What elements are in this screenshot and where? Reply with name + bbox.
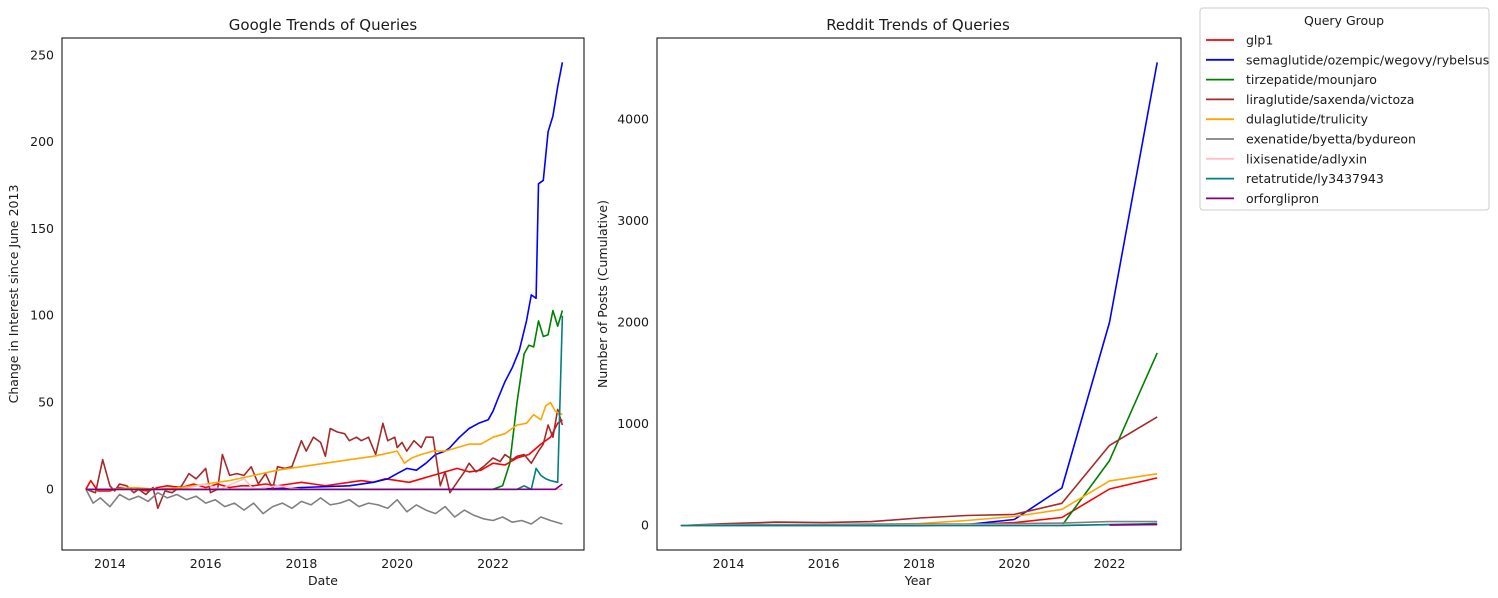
legend-label: semaglutide/ozempic/wegovy/rybelsus (1246, 52, 1489, 67)
legend-item-semaglutide-ozempic-wegovy-rybelsus: semaglutide/ozempic/wegovy/rybelsus (1206, 52, 1489, 67)
legend-box (1199, 7, 1490, 211)
google-series-dulaglutide-trulicity (85, 401, 563, 491)
reddit-x-axis-label: Year (904, 573, 932, 588)
legend-label: liraglutide/saxenda/victoza (1246, 92, 1414, 107)
legend-label: tirzepatide/mounjaro (1246, 72, 1377, 87)
google-x-tick-label: 2020 (381, 556, 413, 571)
google-x-tick-label: 2022 (477, 556, 509, 571)
google-plot-frame (61, 37, 585, 551)
google-y-tick-label: 150 (30, 221, 54, 236)
legend: Query Group glp1 semaglutide/ozempic/wego… (1199, 7, 1490, 211)
reddit-y-ticks: 0 1000 2000 3000 4000 (617, 111, 649, 532)
legend-label: glp1 (1246, 33, 1273, 48)
google-y-axis-label: Change in Interest since June 2013 (6, 185, 21, 404)
legend-items: glp1 semaglutide/ozempic/wegovy/rybelsus t… (1206, 33, 1489, 206)
google-y-tick-label: 50 (38, 395, 54, 410)
google-x-ticks: 2014 2016 2018 2020 2022 (94, 556, 509, 571)
reddit-series-orforglipron (1109, 523, 1158, 526)
reddit-series-lines (680, 62, 1158, 527)
google-x-tick-label: 2014 (94, 556, 126, 571)
reddit-x-ticks: 2014 2016 2018 2020 2022 (713, 556, 1126, 571)
reddit-series-tirzepatide-mounjaro (1061, 352, 1158, 527)
google-trends-chart: Google Trends of Queries 2014 2016 2018 202… (6, 16, 585, 588)
reddit-y-tick-label: 2000 (617, 314, 649, 329)
reddit-trends-chart: Reddit Trends of Queries 2014 2016 2018 202… (595, 16, 1182, 588)
reddit-series-liraglutide-saxenda-victoza (680, 416, 1158, 527)
reddit-series-exenatide-byetta-bydureon (680, 520, 1158, 527)
google-series-glp1 (85, 419, 563, 492)
google-series-exenatide-byetta-bydureon (85, 488, 563, 525)
google-series-orforglipron (85, 483, 563, 491)
google-chart-title: Google Trends of Queries (229, 16, 418, 34)
legend-item-orforglipron: orforglipron (1206, 191, 1319, 206)
legend-label: lixisenatide/adlyxin (1246, 151, 1367, 166)
google-x-tick-label: 2016 (190, 556, 222, 571)
google-x-axis-label: Date (308, 573, 338, 588)
google-y-tick-label: 0 (46, 481, 54, 496)
legend-item-lixisenatide-adlyxin: lixisenatide/adlyxin (1206, 151, 1367, 166)
google-x-tick-label: 2018 (285, 556, 317, 571)
legend-label: exenatide/byetta/bydureon (1246, 132, 1416, 147)
google-y-tick-label: 250 (30, 47, 54, 62)
legend-item-exenatide-byetta-bydureon: exenatide/byetta/bydureon (1206, 132, 1416, 147)
reddit-chart-title: Reddit Trends of Queries (826, 16, 1010, 34)
google-y-tick-label: 200 (30, 134, 54, 149)
google-series-semaglutide-ozempic-wegovy-rybelsus (85, 62, 564, 491)
reddit-x-tick-label: 2014 (713, 556, 745, 571)
reddit-y-tick-label: 3000 (617, 213, 649, 228)
google-series-lines (85, 62, 564, 525)
legend-item-liraglutide-saxenda-victoza: liraglutide/saxenda/victoza (1206, 92, 1414, 107)
reddit-plot-frame (656, 37, 1182, 551)
reddit-y-tick-label: 1000 (617, 416, 649, 431)
legend-item-tirzepatide-mounjaro: tirzepatide/mounjaro (1206, 72, 1377, 87)
reddit-x-tick-label: 2016 (808, 556, 840, 571)
reddit-y-tick-label: 4000 (617, 111, 649, 126)
reddit-x-tick-label: 2022 (1094, 556, 1126, 571)
legend-item-dulaglutide-trulicity: dulaglutide/trulicity (1206, 112, 1369, 127)
legend-item-glp1: glp1 (1206, 33, 1273, 48)
legend-label: retatrutide/ly3437943 (1246, 171, 1384, 186)
reddit-y-axis-label: Number of Posts (Cumulative) (595, 200, 610, 388)
legend-title: Query Group (1304, 13, 1384, 28)
reddit-y-tick-label: 0 (641, 518, 649, 533)
legend-label: dulaglutide/trulicity (1246, 112, 1369, 127)
google-y-tick-label: 100 (30, 308, 54, 323)
legend-item-retatrutide-ly3437943: retatrutide/ly3437943 (1206, 171, 1384, 186)
reddit-x-tick-label: 2018 (903, 556, 935, 571)
google-series-liraglutide-saxenda-victoza (85, 408, 564, 510)
reddit-x-tick-label: 2020 (998, 556, 1030, 571)
legend-label: orforglipron (1246, 191, 1319, 206)
google-y-ticks: 0 50 100 150 200 250 (30, 47, 54, 496)
